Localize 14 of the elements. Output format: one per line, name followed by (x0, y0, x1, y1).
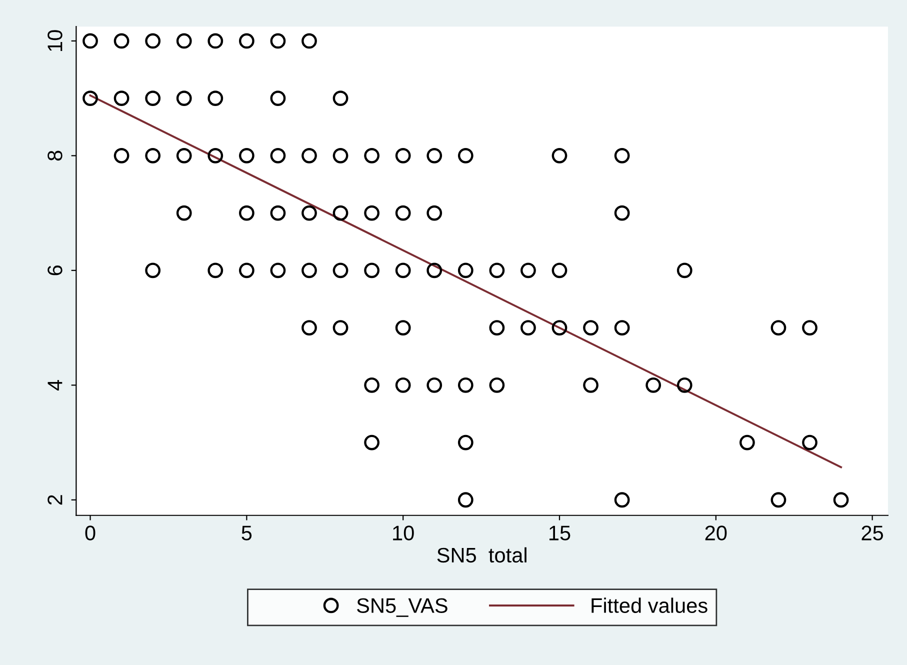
y-tick-label: 4 (48, 380, 62, 390)
x-tick-label: 20 (705, 526, 727, 540)
x-tick-label: 0 (85, 526, 96, 540)
legend-label: SN5_VAS (357, 598, 448, 617)
x-axis-title: SN5 total (437, 547, 526, 563)
x-tick-label: 5 (242, 526, 252, 540)
x-tick-label: 10 (393, 526, 414, 540)
y-tick-label: 8 (48, 150, 62, 161)
legend-label: Fitted values (592, 598, 708, 613)
x-tick-label: 15 (549, 526, 570, 540)
y-tick-label: 6 (48, 266, 62, 276)
y-tick-label: 10 (48, 30, 62, 51)
y-tick-label: 2 (48, 495, 62, 505)
x-tick-label: 25 (862, 526, 884, 540)
